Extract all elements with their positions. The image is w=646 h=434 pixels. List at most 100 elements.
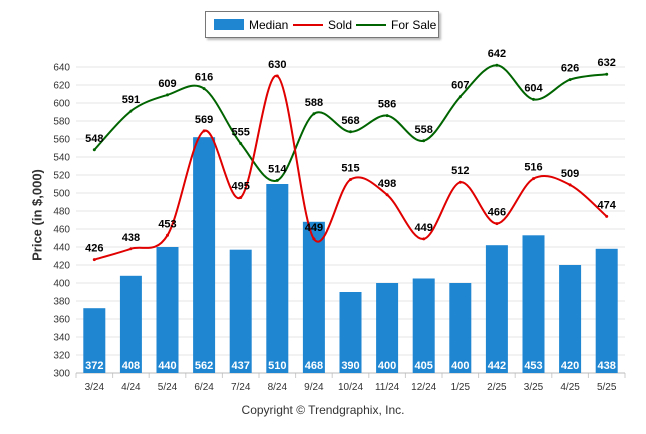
data-label-sold: 449: [305, 222, 323, 234]
legend: Median Sold For Sale: [205, 11, 439, 38]
data-label-for-sale: 588: [305, 97, 323, 109]
y-tick-label: 540: [53, 153, 70, 164]
y-tick-label: 520: [53, 171, 70, 182]
data-label-sold: 474: [598, 199, 617, 211]
data-label-sold: 438: [122, 232, 140, 244]
data-label-for-sale: 586: [378, 99, 396, 111]
point-for-sale: [275, 178, 279, 182]
bar-value-label: 510: [268, 360, 286, 372]
point-sold: [458, 180, 462, 184]
y-tick-label: 480: [53, 207, 70, 218]
bar-median: [485, 245, 508, 373]
bar-median: [83, 308, 106, 373]
y-tick-label: 380: [53, 297, 70, 308]
bar-value-label: 442: [488, 360, 506, 372]
data-label-sold: 466: [488, 207, 506, 219]
point-for-sale: [568, 78, 572, 82]
point-sold: [532, 177, 535, 181]
y-tick-label: 580: [53, 117, 70, 128]
data-label-sold: 426: [85, 243, 103, 255]
y-tick-label: 320: [53, 351, 70, 362]
point-sold: [312, 237, 316, 241]
y-tick-label: 440: [53, 243, 70, 254]
bar-median: [449, 283, 472, 373]
point-for-sale: [239, 142, 243, 145]
bar-value-label: 400: [378, 360, 396, 372]
x-tick-label: 4/25: [560, 382, 580, 393]
point-for-sale: [92, 148, 96, 152]
bar-value-label: 437: [232, 360, 250, 372]
y-tick-label: 620: [53, 81, 70, 92]
point-for-sale: [202, 87, 206, 91]
y-tick-label: 640: [53, 63, 70, 74]
x-tick-label: 7/24: [231, 382, 251, 393]
point-sold: [275, 74, 279, 78]
copyright-footer: Copyright © Trendgraphix, Inc.: [241, 403, 405, 417]
bar-median: [376, 283, 399, 373]
bar-value-label: 372: [85, 360, 103, 372]
x-tick-label: 3/24: [85, 382, 105, 393]
x-tick-label: 3/25: [524, 382, 544, 393]
legend-label-median: Median: [249, 17, 289, 32]
point-for-sale: [166, 93, 169, 97]
point-sold: [385, 193, 389, 197]
bar-value-label: 562: [195, 360, 213, 372]
bar-median: [559, 265, 582, 373]
line-for-sale: [93, 64, 607, 182]
data-label-for-sale: 609: [158, 78, 176, 90]
bar-median: [229, 249, 252, 373]
bar-value-label: 468: [305, 360, 323, 372]
legend-label-for-sale: For Sale: [391, 17, 437, 32]
data-label-for-sale: 626: [561, 63, 579, 75]
x-tick-label: 1/25: [451, 382, 471, 393]
y-tick-label: 400: [53, 279, 70, 290]
x-tick-label: 4/24: [121, 382, 141, 393]
point-sold: [349, 178, 352, 181]
y-tick-label: 600: [53, 99, 70, 110]
bar-median: [266, 184, 289, 373]
bar-median: [522, 235, 545, 373]
bar-value-label: 440: [158, 360, 176, 372]
data-label-sold: 453: [158, 218, 176, 230]
legend-item-median: Median: [214, 12, 288, 37]
bar-value-label: 453: [524, 360, 542, 372]
data-label-for-sale: 558: [415, 124, 433, 136]
data-label-for-sale: 555: [232, 127, 250, 139]
x-tick-label: 5/24: [158, 382, 178, 393]
legend-label-sold: Sold: [328, 17, 353, 32]
point-sold: [605, 214, 609, 218]
data-label-sold: 516: [524, 162, 542, 174]
point-for-sale: [458, 95, 462, 99]
point-for-sale: [349, 130, 352, 134]
legend-item-for-sale: For Sale: [356, 12, 436, 37]
point-for-sale: [129, 109, 133, 113]
point-for-sale: [532, 97, 535, 101]
data-label-sold: 515: [341, 163, 359, 175]
bar-value-label: 408: [122, 360, 140, 372]
bar-median: [595, 248, 618, 373]
data-label-for-sale: 632: [598, 57, 616, 69]
data-label-sold: 449: [415, 222, 433, 234]
x-tick-label: 8/24: [268, 382, 288, 393]
data-label-for-sale: 642: [488, 48, 506, 60]
x-tick-label: 10/24: [338, 382, 363, 393]
data-label-sold: 495: [232, 181, 250, 193]
x-tick-label: 11/24: [375, 382, 400, 393]
bar-value-label: 420: [561, 360, 579, 372]
point-for-sale: [495, 63, 499, 67]
bar-value-label: 400: [451, 360, 469, 372]
bar-median: [339, 292, 362, 373]
y-tick-label: 420: [53, 261, 70, 272]
y-tick-label: 500: [53, 189, 70, 200]
data-label-sold: 569: [195, 114, 213, 126]
point-for-sale: [385, 114, 389, 118]
point-sold: [129, 247, 133, 251]
data-label-sold: 509: [561, 168, 579, 180]
point-sold: [495, 222, 499, 226]
bar-median: [156, 247, 179, 373]
point-sold: [422, 237, 426, 241]
y-tick-label: 340: [53, 333, 70, 344]
x-tick-label: 12/24: [411, 382, 436, 393]
bar-median: [193, 137, 216, 373]
